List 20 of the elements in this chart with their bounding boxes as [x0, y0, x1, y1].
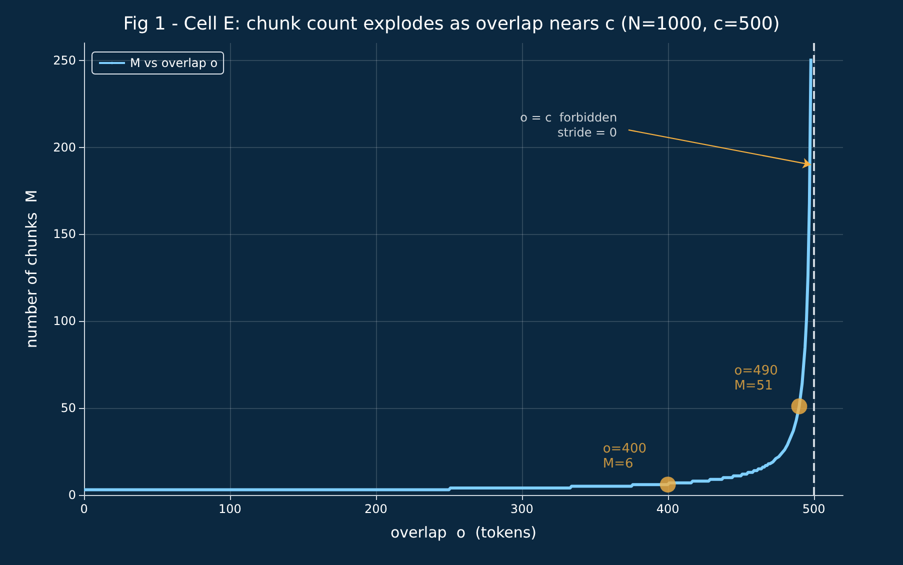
x-tick-label: 400 — [656, 502, 680, 516]
y-axis-title: number of chunks M — [22, 190, 40, 348]
legend-label: M vs overlap o — [130, 56, 218, 70]
x-tick-label: 200 — [364, 502, 388, 516]
y-tick-label: 100 — [53, 314, 76, 328]
y-tick-label: 50 — [60, 401, 76, 416]
x-tick-label: 300 — [510, 502, 534, 516]
annotation: o = c forbidden stride = 0 — [520, 110, 618, 140]
y-tick-label: 150 — [53, 227, 76, 242]
x-axis-title: overlap o (tokens) — [390, 524, 537, 542]
x-tick-label: 500 — [802, 502, 826, 516]
line-series — [82, 57, 812, 492]
y-tick-label: 0 — [68, 488, 76, 502]
y-tick-label: 250 — [53, 53, 76, 68]
x-tick-label: 100 — [218, 502, 242, 516]
annotation: o=490 M=51 — [734, 363, 778, 394]
y-tick-label: 200 — [53, 140, 76, 154]
x-tick-label: 0 — [80, 502, 88, 516]
annotation: o=400 M=6 — [602, 442, 647, 472]
chart-title: Fig 1 - Cell E: chunk count explodes as overlap nears c (N=1000, c=500) — [123, 14, 780, 34]
